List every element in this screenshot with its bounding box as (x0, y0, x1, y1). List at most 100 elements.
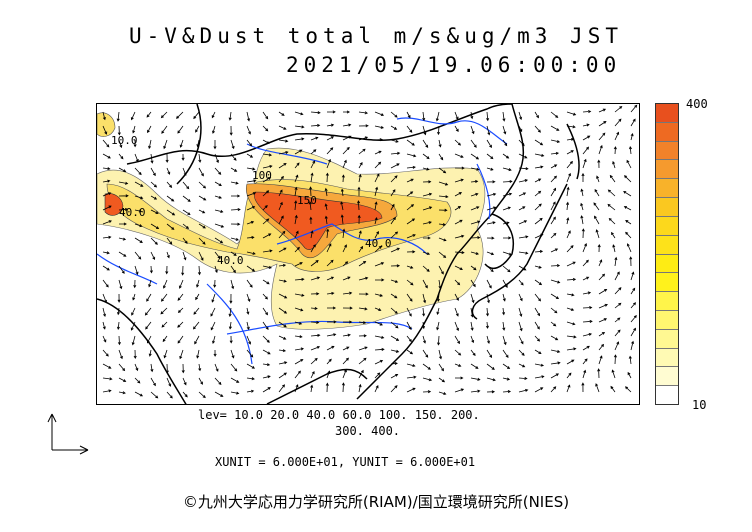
wind-arrow (454, 206, 462, 211)
wind-arrow (518, 220, 528, 225)
wind-arrow (374, 335, 385, 339)
wind-arrow (278, 215, 284, 225)
wind-arrow (246, 265, 256, 272)
wind-arrow (518, 139, 525, 147)
wind-arrow (358, 383, 362, 393)
wind-arrow (294, 277, 305, 281)
colorbar-segment (656, 216, 678, 236)
wind-arrow (198, 251, 204, 261)
wind-arrow (582, 369, 587, 379)
wind-arrow (198, 391, 206, 399)
wind-arrow (438, 265, 444, 275)
wind-arrow (198, 377, 203, 385)
wind-arrow (518, 235, 529, 239)
wind-arrow (160, 111, 168, 119)
wind-arrow (438, 363, 444, 372)
wind-arrow (310, 136, 319, 141)
wind-arrow (390, 151, 401, 155)
wind-arrow (310, 357, 318, 365)
wind-arrow (374, 321, 383, 326)
wind-arrow (518, 251, 529, 255)
wind-arrow (470, 236, 481, 240)
wind-arrow (582, 110, 592, 114)
contour-levels-line2: 300. 400. (335, 424, 401, 438)
wind-arrow (565, 201, 570, 211)
wind-arrow (262, 335, 270, 343)
wind-arrow (470, 265, 477, 271)
wind-arrow (438, 167, 447, 174)
wind-arrow (454, 125, 459, 132)
wind-arrow (582, 332, 593, 337)
wind-arrow (628, 355, 632, 365)
wind-arrow (438, 153, 444, 161)
wind-arrow (486, 293, 490, 304)
wind-arrow (423, 236, 431, 240)
wind-arrow (436, 307, 440, 316)
wind-arrow (196, 279, 200, 288)
wind-arrow (166, 195, 175, 202)
wind-arrow (214, 181, 222, 187)
wind-arrow (116, 111, 120, 122)
colorbar-segment (656, 273, 678, 293)
wind-arrow (598, 121, 607, 127)
wind-arrow (374, 359, 384, 365)
wind-arrow (358, 334, 367, 338)
wind-arrow (534, 125, 541, 133)
wind-arrow (119, 222, 127, 226)
wind-arrow (422, 251, 431, 255)
wind-arrow (358, 148, 366, 155)
wind-arrow (502, 390, 512, 394)
wind-arrow (358, 357, 367, 365)
wind-arrow (582, 319, 593, 324)
wind-arrow (625, 386, 632, 393)
wind-arrow (278, 293, 288, 299)
wind-arrow (262, 307, 268, 316)
wind-arrow (550, 349, 561, 353)
wind-arrow (374, 293, 384, 297)
wind-arrow (246, 363, 256, 369)
wind-arrow (406, 335, 412, 343)
wind-arrow (166, 167, 171, 175)
wind-arrow (262, 153, 273, 157)
wind-arrow (550, 151, 560, 155)
wind-arrow (406, 234, 416, 239)
wind-arrow (262, 279, 270, 285)
wind-arrow (502, 307, 506, 316)
reference-vector-icon (47, 413, 89, 455)
wind-arrow (435, 111, 440, 122)
wind-arrow (625, 231, 632, 239)
wind-arrow (246, 167, 256, 171)
wind-arrow (102, 293, 107, 304)
wind-arrow (502, 179, 513, 184)
wind-arrow (518, 363, 526, 368)
wind-arrow (228, 111, 232, 121)
wind-arrow (214, 377, 222, 386)
wind-arrow (132, 125, 136, 134)
wind-arrow (454, 279, 461, 286)
wind-arrow (118, 153, 124, 160)
wind-arrow (210, 307, 216, 317)
wind-arrow (326, 333, 337, 337)
wind-arrow (470, 220, 481, 225)
wind-arrow (598, 318, 608, 323)
wind-arrow (278, 263, 287, 267)
wind-arrow (438, 237, 447, 242)
wind-arrow (598, 259, 603, 267)
wind-arrow (262, 218, 270, 225)
wind-arrow (177, 307, 184, 313)
wind-arrow (580, 188, 584, 197)
wind-arrow (193, 111, 200, 120)
wind-arrow (166, 223, 175, 230)
wind-arrow (609, 174, 616, 183)
wind-arrow (278, 247, 287, 253)
wind-arrow (406, 265, 414, 269)
wind-arrow (342, 135, 352, 141)
wind-arrow (597, 243, 601, 253)
wind-arrow (374, 125, 385, 129)
wind-arrow (358, 111, 369, 115)
wind-arrow (374, 278, 385, 282)
wind-arrow (422, 265, 430, 272)
wind-arrow (566, 186, 570, 197)
wind-arrow (326, 259, 334, 267)
wind-arrow (150, 377, 156, 387)
